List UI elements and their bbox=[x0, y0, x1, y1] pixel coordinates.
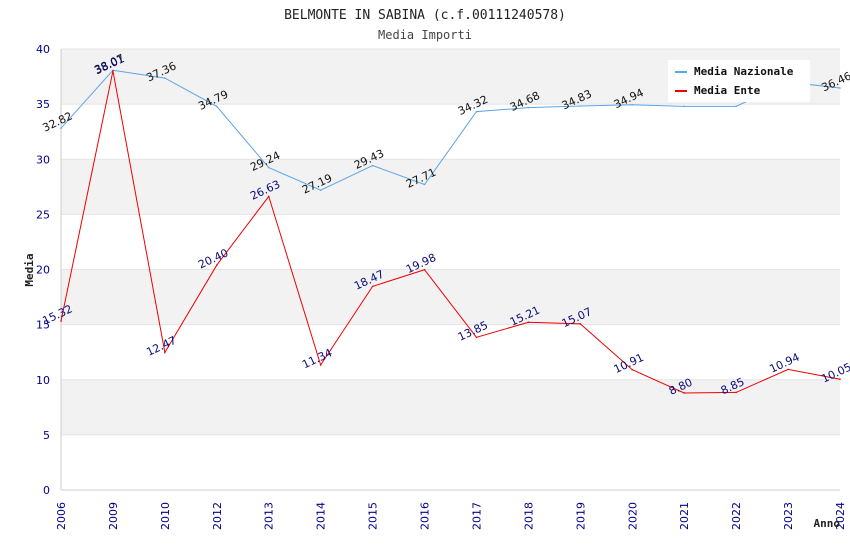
data-point-ente bbox=[527, 321, 530, 324]
x-tick-label: 2023 bbox=[782, 502, 795, 530]
y-tick-label: 5 bbox=[43, 429, 50, 442]
y-tick-label: 20 bbox=[36, 264, 50, 277]
legend-label-nazionale: Media Nazionale bbox=[694, 65, 794, 78]
x-axis-label: Anno bbox=[814, 517, 841, 530]
data-point-ente bbox=[683, 392, 685, 394]
data-point-ente bbox=[735, 391, 737, 394]
data-point-nazionale bbox=[60, 127, 62, 129]
chart-subtitle: Media Importi bbox=[378, 28, 472, 42]
x-tick-label: 2021 bbox=[678, 502, 691, 530]
data-point-nazionale bbox=[683, 105, 685, 108]
data-point-ente bbox=[371, 285, 374, 288]
series-group bbox=[60, 69, 841, 394]
series-line-media-nazionale bbox=[60, 69, 841, 191]
x-tick-label: 2006 bbox=[55, 502, 68, 530]
series-line-media-ente bbox=[60, 70, 841, 394]
y-tick-label: 25 bbox=[36, 208, 50, 221]
grid-band bbox=[61, 159, 840, 215]
data-point-ente bbox=[267, 195, 270, 198]
data-point-ente bbox=[423, 268, 426, 271]
data-point-nazionale bbox=[527, 106, 530, 109]
data-point-nazionale bbox=[631, 103, 634, 106]
data-point-nazionale bbox=[735, 105, 737, 108]
grid-band bbox=[61, 434, 840, 490]
x-tick-label: 2022 bbox=[730, 502, 743, 530]
x-tick-label: 2013 bbox=[263, 502, 276, 530]
data-point-nazionale bbox=[216, 105, 218, 108]
x-tick-label: 2009 bbox=[107, 502, 120, 530]
grid-band bbox=[61, 379, 840, 435]
data-point-ente bbox=[60, 320, 62, 322]
legend-label-ente: Media Ente bbox=[694, 84, 761, 97]
data-point-ente bbox=[319, 364, 322, 366]
grid-band bbox=[61, 104, 840, 160]
x-tick-label: 2014 bbox=[315, 502, 328, 530]
y-tick-label: 30 bbox=[36, 153, 50, 166]
data-point-ente bbox=[839, 378, 841, 380]
y-axis-ticks: 0 5 10 15 20 25 30 35 40 bbox=[36, 43, 50, 497]
x-tick-label: 2024 bbox=[834, 502, 847, 530]
chart-title: BELMONTE IN SABINA (c.f.00111240578) bbox=[284, 8, 566, 23]
y-axis-label: Media bbox=[23, 253, 36, 286]
grid-band bbox=[61, 324, 840, 380]
data-point-ente bbox=[579, 323, 582, 325]
x-tick-label: 2012 bbox=[211, 502, 224, 530]
data-point-nazionale bbox=[839, 87, 841, 89]
x-tick-label: 2015 bbox=[367, 502, 380, 530]
data-point-ente bbox=[787, 368, 789, 371]
x-tick-label: 2018 bbox=[522, 502, 535, 530]
data-point-nazionale bbox=[579, 105, 582, 107]
data-point-nazionale bbox=[475, 110, 478, 113]
y-tick-label: 40 bbox=[36, 43, 50, 56]
legend: Media Nazionale Media Ente bbox=[668, 60, 810, 102]
data-point-nazionale bbox=[267, 166, 270, 169]
data-point-ente bbox=[631, 368, 634, 371]
data-point-ente bbox=[216, 264, 218, 266]
data-point-ente bbox=[475, 336, 478, 339]
grid-bands bbox=[60, 48, 840, 491]
y-tick-label: 10 bbox=[36, 374, 50, 387]
x-axis-ticks: 2006 2009 2010 2012 2013 2014 2015 2016 2017 2018… bbox=[55, 502, 847, 530]
data-point-ente bbox=[112, 70, 114, 72]
grid-band bbox=[61, 269, 840, 325]
legend-box bbox=[668, 60, 810, 102]
x-tick-label: 2016 bbox=[419, 502, 432, 530]
x-tick-label: 2020 bbox=[626, 502, 639, 530]
data-point-ente bbox=[164, 351, 166, 354]
y-tick-label: 0 bbox=[43, 484, 50, 497]
data-point-nazionale bbox=[164, 77, 166, 79]
x-tick-label: 2019 bbox=[574, 502, 587, 530]
x-tick-label: 2010 bbox=[159, 502, 172, 530]
y-tick-label: 35 bbox=[36, 98, 50, 111]
data-point-nazionale bbox=[423, 183, 426, 186]
x-tick-label: 2017 bbox=[470, 502, 483, 530]
data-point-nazionale bbox=[371, 164, 374, 167]
data-point-nazionale bbox=[319, 189, 322, 192]
grid-band bbox=[61, 214, 840, 270]
y-tick-label: 15 bbox=[36, 319, 50, 332]
